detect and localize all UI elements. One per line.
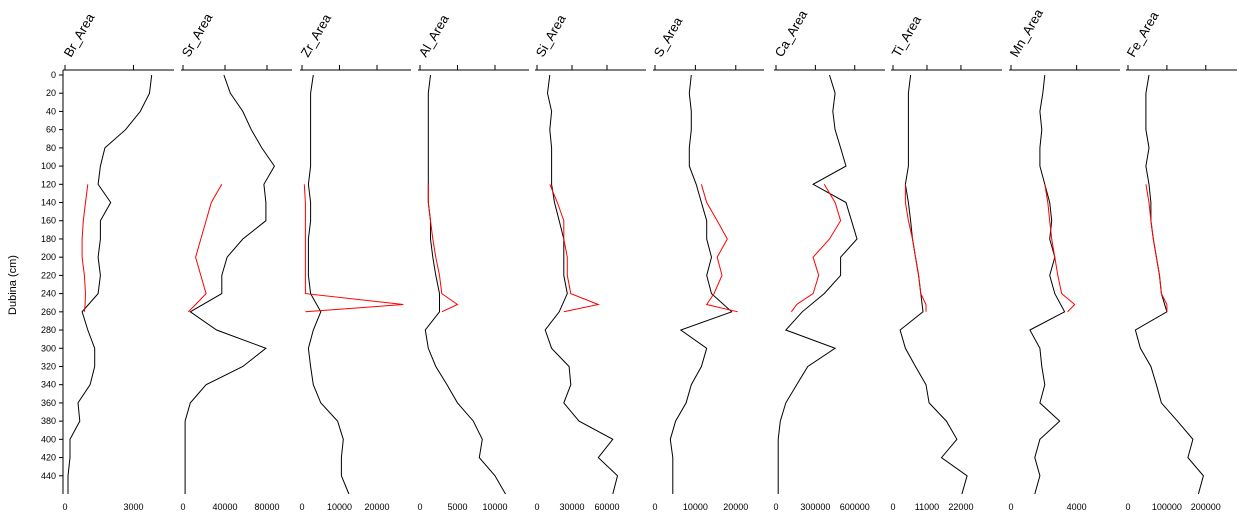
profile-line (184, 74, 275, 494)
y-tick-label: 120 (41, 179, 56, 189)
x-tick-label: 600000 (840, 502, 870, 512)
profile-line (904, 184, 927, 312)
x-tick-label: 0 (62, 502, 67, 512)
profile-line (549, 184, 601, 313)
y-tick-label: 260 (41, 307, 56, 317)
panel-title: S_Area (651, 14, 686, 60)
panel-title: Si_Area (533, 11, 569, 59)
profile-line (1029, 74, 1066, 495)
profile-line (307, 74, 350, 495)
x-tick-label: 20000 (364, 502, 389, 512)
y-tick-label: 280 (41, 325, 56, 335)
y-tick-label: 300 (41, 343, 56, 353)
y-tick-label: 200 (41, 252, 56, 262)
x-tick-label: 10000 (482, 502, 507, 512)
y-tick-label: 60 (46, 125, 56, 135)
y-tick-label: 100 (41, 161, 56, 171)
x-tick-label: 0 (534, 502, 539, 512)
panel-title: Ti_Area (889, 12, 925, 59)
y-tick-label: 180 (41, 234, 56, 244)
y-tick-label: 20 (46, 88, 56, 98)
y-tick-label: 440 (41, 471, 56, 481)
y-tick-label: 240 (41, 289, 56, 299)
panel-title: Mn_Area (1007, 6, 1047, 60)
y-tick-label: 220 (41, 270, 56, 280)
x-tick-label: 10000 (327, 502, 352, 512)
profile-line (1044, 184, 1076, 313)
x-tick-label: 300000 (800, 502, 830, 512)
x-tick-label: 0 (180, 502, 185, 512)
profile-line (777, 74, 858, 494)
y-tick-label: 80 (46, 143, 56, 153)
x-tick-label: 4000 (1067, 502, 1087, 512)
profile-line (424, 74, 506, 495)
x-tick-label: 5000 (447, 502, 467, 512)
profile-line (1145, 184, 1168, 312)
profile-line (899, 74, 968, 495)
profile-line (544, 74, 619, 495)
x-tick-label: 0 (773, 502, 778, 512)
x-tick-label: 22000 (948, 502, 973, 512)
x-tick-label: 0 (417, 502, 422, 512)
y-tick-label: 40 (46, 106, 56, 116)
x-tick-label: 30000 (559, 502, 584, 512)
profile-line (427, 184, 459, 313)
profile-line (669, 74, 733, 494)
y-tick-label: 400 (41, 434, 56, 444)
x-tick-label: 40000 (212, 502, 237, 512)
panel-title: Ca_Area (772, 7, 811, 60)
x-tick-label: 0 (299, 502, 304, 512)
profile-line (67, 74, 153, 494)
panel-title: Zr_Area (298, 11, 335, 60)
x-tick-label: 11000 (915, 502, 939, 512)
y-tick-label: 160 (41, 216, 56, 226)
profile-line (700, 184, 738, 313)
x-tick-label: 80000 (254, 502, 279, 512)
x-tick-label: 20000 (723, 502, 748, 512)
x-tick-label: 0 (1125, 502, 1130, 512)
x-tick-label: 3000 (123, 502, 143, 512)
panel-title: Fe_Area (1124, 8, 1162, 59)
y-tick-label: 420 (41, 453, 56, 463)
y-tick-label: 0 (51, 70, 56, 80)
x-tick-label: 0 (890, 502, 895, 512)
y-axis-label: Dubina (cm) (7, 255, 19, 315)
panel-title: Sr_Area (179, 10, 216, 59)
panel-title: Al_Area (416, 11, 452, 59)
profile-line (1134, 74, 1204, 495)
x-tick-label: 0 (652, 502, 657, 512)
profile-line (81, 184, 89, 312)
x-tick-label: 0 (1008, 502, 1013, 512)
y-tick-label: 380 (41, 416, 56, 426)
y-tick-label: 340 (41, 380, 56, 390)
profile-line (187, 184, 223, 313)
y-tick-label: 320 (41, 361, 56, 371)
y-tick-label: 140 (41, 198, 56, 208)
panel-title: Br_Area (61, 10, 98, 59)
x-tick-label: 100000 (1152, 502, 1182, 512)
x-tick-label: 10000 (683, 502, 708, 512)
x-tick-label: 60000 (594, 502, 619, 512)
x-tick-label: 200000 (1191, 502, 1221, 512)
profile-line (790, 184, 842, 313)
profile-line (303, 184, 404, 313)
y-tick-label: 360 (41, 398, 56, 408)
